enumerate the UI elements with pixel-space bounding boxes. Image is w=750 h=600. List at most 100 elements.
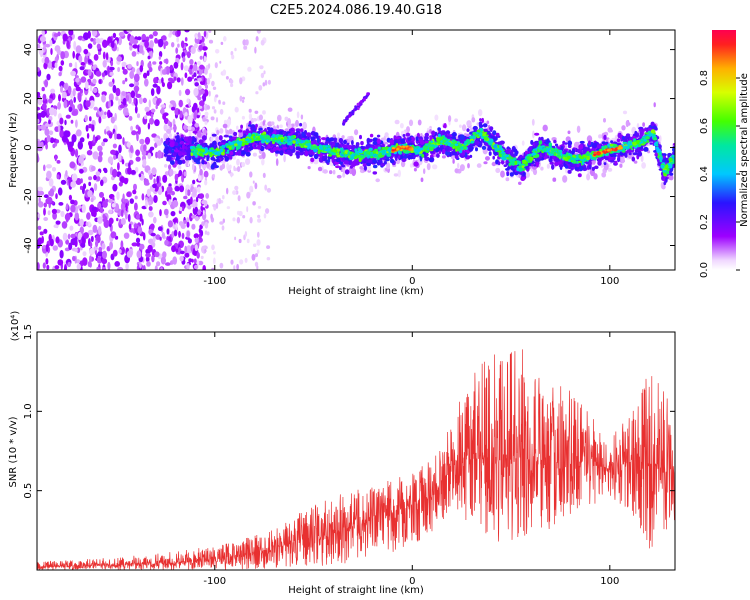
band-halo-cell (531, 118, 535, 126)
noise-cell (99, 191, 104, 198)
noise-cell (46, 264, 50, 270)
noise-cell (101, 114, 107, 120)
band-cell (174, 142, 179, 147)
noise-cell (114, 131, 117, 140)
band-cell (266, 131, 270, 135)
band-halo-cell (232, 155, 237, 160)
noise-cell (58, 65, 63, 72)
noise-cell (108, 81, 114, 87)
band-cell (369, 133, 374, 138)
band-halo-cell (210, 136, 214, 142)
noise-cell (95, 70, 102, 77)
noise-cell (257, 214, 261, 219)
band-cell (376, 134, 381, 138)
band-cell (610, 140, 614, 144)
band-cell (643, 146, 649, 152)
band-cell (206, 156, 209, 162)
noise-cell (43, 228, 48, 234)
noise-cell (196, 252, 200, 259)
noise-cell (177, 43, 180, 48)
band-halo-cell (219, 128, 224, 134)
band-halo-cell (452, 158, 455, 164)
noise-cell (158, 55, 161, 60)
noise-cell (147, 55, 151, 60)
band-cell (549, 161, 554, 165)
band-halo-cell (313, 159, 319, 165)
band-halo-cell (252, 118, 258, 122)
band-cell (495, 132, 500, 137)
band-cell (175, 156, 180, 161)
noise-cell (249, 171, 253, 178)
noise-cell (93, 246, 98, 251)
band-cell (164, 151, 169, 155)
noise-cell (71, 173, 78, 182)
noise-cell (88, 181, 92, 187)
band-cell (596, 144, 602, 150)
band-cell (479, 118, 482, 122)
band-halo-cell (586, 135, 593, 143)
noise-cell (148, 66, 153, 73)
noise-cell (126, 30, 133, 33)
noise-cell (58, 72, 62, 77)
band-cell (224, 156, 229, 162)
noise-cell (186, 230, 190, 238)
noise-cell (99, 107, 102, 112)
noise-cell (252, 201, 256, 206)
noise-cell (137, 226, 143, 234)
noise-cell (99, 207, 104, 214)
noise-cell (46, 134, 51, 143)
noise-cell (232, 190, 237, 196)
band-halo-cell (476, 163, 482, 168)
noise-cell (246, 206, 249, 213)
band-cell (497, 141, 503, 146)
band-cell (631, 156, 636, 162)
noise-cell (92, 38, 97, 45)
noise-cell (172, 199, 179, 208)
noise-cell (66, 40, 70, 49)
band-cell (304, 150, 309, 157)
band-halo-cell (420, 177, 424, 183)
band-cell (594, 165, 599, 170)
band-cell (300, 128, 304, 133)
band-cell (324, 141, 330, 144)
noise-cell (105, 198, 109, 203)
noise-cell (90, 100, 95, 108)
noise-cell (133, 223, 138, 229)
noise-cell (46, 170, 52, 179)
band-cell (603, 162, 607, 166)
noise-cell (150, 232, 156, 237)
noise-cell (151, 167, 157, 176)
noise-cell (58, 94, 61, 102)
band-cell (468, 144, 473, 150)
band-halo-cell (322, 169, 328, 174)
band-cell (540, 136, 544, 141)
band-cell (428, 157, 434, 162)
noise-cell (112, 183, 118, 192)
noise-cell (69, 225, 74, 231)
noise-cell (79, 66, 85, 71)
noise-cell (88, 176, 93, 181)
noise-cell (70, 119, 74, 124)
noise-cell (252, 180, 255, 184)
noise-cell (142, 159, 147, 167)
noise-cell (87, 43, 93, 49)
band-halo-cell (641, 162, 646, 169)
band-halo-cell (400, 130, 406, 135)
noise-cell (60, 85, 63, 93)
noise-cell (92, 209, 97, 218)
noise-cell (193, 264, 199, 270)
band-cell (614, 160, 618, 165)
band-cell (282, 146, 288, 150)
noise-cell (156, 85, 161, 95)
noise-cell (256, 239, 261, 246)
noise-cell (135, 166, 139, 173)
band-halo-cell (542, 124, 548, 132)
noise-cell (190, 46, 196, 54)
noise-cell (236, 125, 239, 130)
band-cell (251, 127, 256, 131)
band-halo-cell (336, 132, 341, 138)
noise-cell (199, 163, 202, 170)
noise-cell (124, 77, 128, 82)
noise-cell (146, 47, 153, 52)
noise-cell (101, 94, 106, 103)
